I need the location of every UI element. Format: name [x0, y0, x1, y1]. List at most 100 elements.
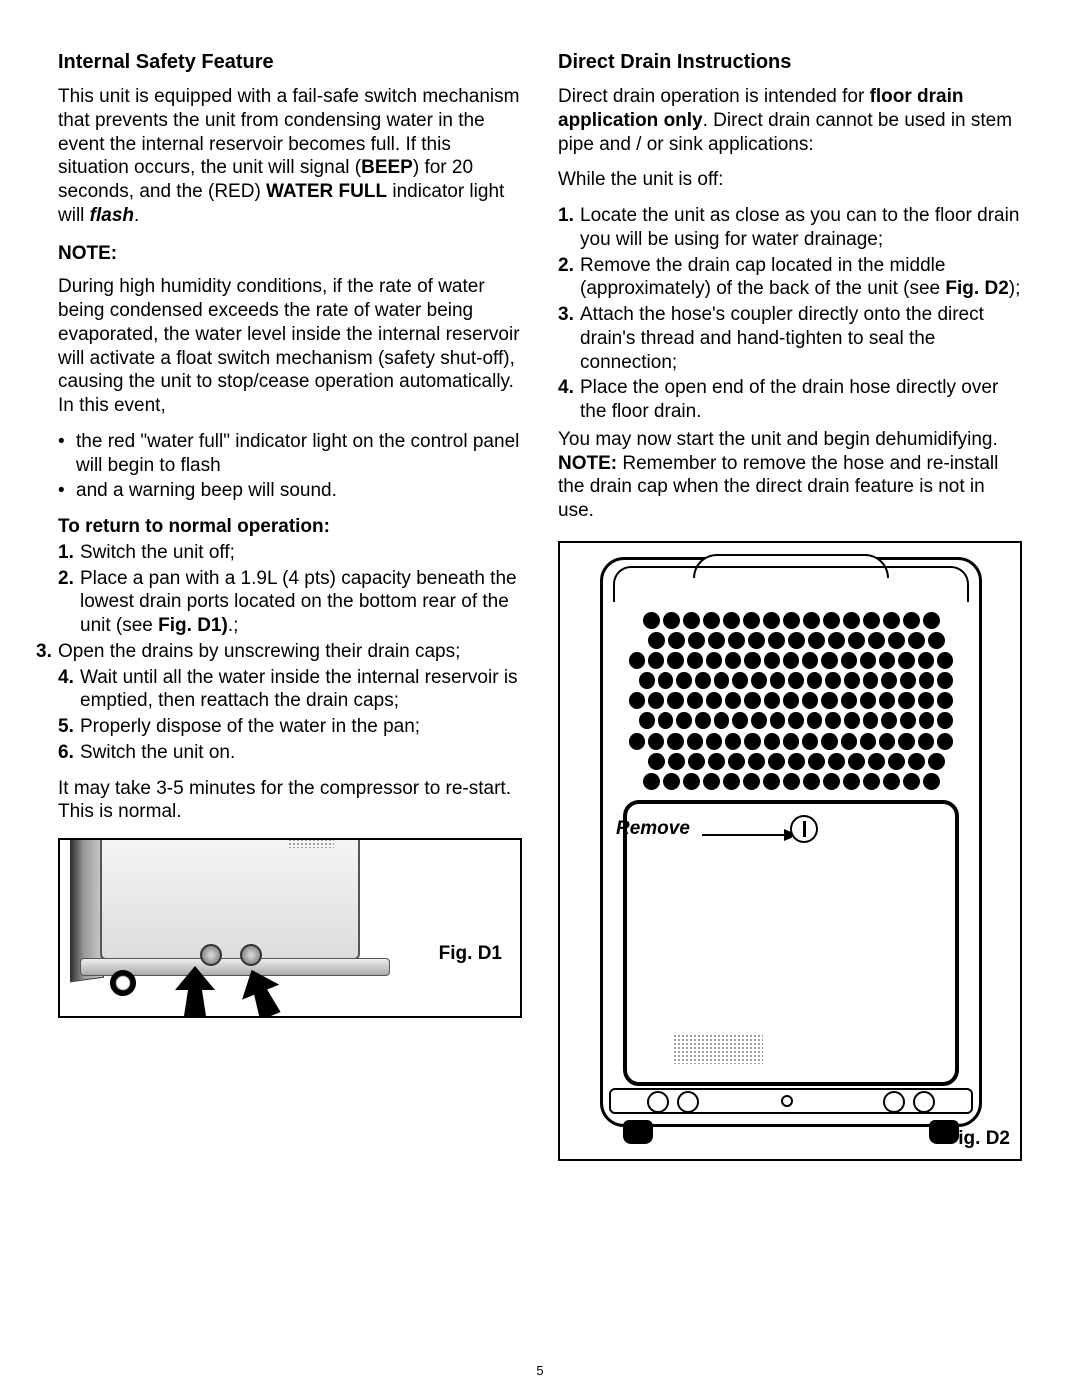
grille-row	[629, 612, 953, 629]
grille-row	[639, 632, 953, 649]
grille-dot-icon	[770, 672, 786, 689]
grille-dot-icon	[841, 733, 857, 750]
grille-dot-icon	[863, 773, 880, 790]
step-item: Open the drains by unscrewing their drai…	[58, 640, 522, 664]
grille-dot-icon	[744, 652, 760, 669]
grille-dot-icon	[687, 692, 703, 709]
grille-dot-icon	[706, 733, 722, 750]
return-heading: To return to normal operation:	[58, 515, 522, 539]
grille-row	[639, 753, 953, 770]
grille-dot-icon	[888, 753, 905, 770]
grille-dot-icon	[908, 632, 925, 649]
grille-dot-icon	[807, 712, 823, 729]
intro-paragraph: Direct drain operation is intended for f…	[558, 85, 1022, 156]
grille-row	[629, 773, 953, 790]
arrow-up-icon	[170, 966, 220, 1016]
grille-dot-icon	[848, 632, 865, 649]
grille-dot-icon	[879, 652, 895, 669]
grille-dot-icon	[821, 733, 837, 750]
grille-dot-icon	[658, 712, 674, 729]
grille-dot-icon	[629, 692, 645, 709]
right-column: Direct Drain Instructions Direct drain o…	[558, 50, 1022, 1161]
grille-dot-icon	[803, 773, 820, 790]
grille-dot-icon	[918, 652, 934, 669]
grille-dot-icon	[629, 733, 645, 750]
grille-dot-icon	[879, 733, 895, 750]
grille-dot-icon	[648, 753, 665, 770]
grille-dot-icon	[908, 753, 925, 770]
grille-dot-icon	[937, 652, 953, 669]
grille-dot-icon	[879, 692, 895, 709]
grille-dot-icon	[743, 773, 760, 790]
grille-dot-icon	[751, 712, 767, 729]
grille-dot-icon	[748, 753, 765, 770]
figure-d1: Fig. D1	[58, 838, 522, 1018]
grille-dot-icon	[768, 632, 785, 649]
grille-dot-icon	[764, 652, 780, 669]
grille-dot-icon	[928, 753, 945, 770]
bullet-item: and a warning beep will sound.	[76, 479, 522, 503]
grille-dot-icon	[648, 652, 664, 669]
grille-dot-icon	[744, 733, 760, 750]
grille-dot-icon	[788, 672, 804, 689]
return-steps: Switch the unit off; Place a pan with a …	[58, 541, 522, 765]
vent-icon	[288, 838, 334, 848]
grille-dot-icon	[725, 733, 741, 750]
arrow-up-icon	[236, 968, 286, 1018]
grille-dot-icon	[823, 773, 840, 790]
grille-dot-icon	[848, 753, 865, 770]
label-area-icon	[673, 1034, 763, 1064]
rail-port-icon	[913, 1091, 935, 1113]
grille-dot-icon	[825, 672, 841, 689]
grille-dot-icon	[802, 692, 818, 709]
grille-dot-icon	[763, 773, 780, 790]
step-text: Remove the drain cap located in the midd…	[580, 255, 945, 300]
note-bullets: the red "water full" indicator light on …	[58, 430, 522, 503]
grille-dot-icon	[802, 652, 818, 669]
grille-dot-icon	[658, 672, 674, 689]
step-item: Switch the unit on.	[80, 741, 522, 765]
grille-dot-icon	[714, 672, 730, 689]
grille-dot-icon	[783, 612, 800, 629]
grille-dot-icon	[667, 733, 683, 750]
grille-dot-icon	[683, 612, 700, 629]
grille-dot-icon	[764, 733, 780, 750]
intro-end: .	[134, 205, 139, 226]
drain-steps: Locate the unit as close as you can to t…	[558, 204, 1022, 424]
grille-dot-icon	[725, 692, 741, 709]
grille-dot-icon	[648, 632, 665, 649]
outro-post: Remember to remove the hose and re-insta…	[558, 453, 998, 522]
grille-dot-icon	[688, 632, 705, 649]
grille-dot-icon	[725, 652, 741, 669]
grille-dot-icon	[763, 612, 780, 629]
grille-dot-icon	[883, 773, 900, 790]
grille-dot-icon	[714, 712, 730, 729]
grille-dot-icon	[821, 692, 837, 709]
grille-dot-icon	[687, 652, 703, 669]
step-tail: .;	[228, 615, 239, 636]
grille-dot-icon	[748, 632, 765, 649]
outro-paragraph: It may take 3-5 minutes for the compress…	[58, 777, 522, 825]
wheel-icon	[110, 970, 136, 996]
heading-internal-safety: Internal Safety Feature	[58, 50, 522, 75]
grille-dot-icon	[706, 652, 722, 669]
grille-dot-icon	[923, 773, 940, 790]
figure-label: Fig. D2	[947, 1127, 1010, 1151]
grille-dot-icon	[648, 692, 664, 709]
grille-dot-icon	[803, 612, 820, 629]
grille-dot-icon	[639, 672, 655, 689]
grille-dot-icon	[918, 733, 934, 750]
drain-port-icon	[200, 944, 222, 966]
step-item: Locate the unit as close as you can to t…	[580, 204, 1022, 252]
grille-dot-icon	[898, 692, 914, 709]
grille-dot-icon	[825, 712, 841, 729]
grille-dot-icon	[663, 773, 680, 790]
grille-row	[629, 733, 953, 750]
grille-row	[629, 652, 953, 669]
intro-paragraph: This unit is equipped with a fail-safe s…	[58, 85, 522, 228]
drain-cap-icon	[790, 815, 818, 843]
grille-dot-icon	[668, 753, 685, 770]
grille-dot-icon	[783, 773, 800, 790]
heading-direct-drain: Direct Drain Instructions	[558, 50, 1022, 75]
grille-dot-icon	[743, 612, 760, 629]
